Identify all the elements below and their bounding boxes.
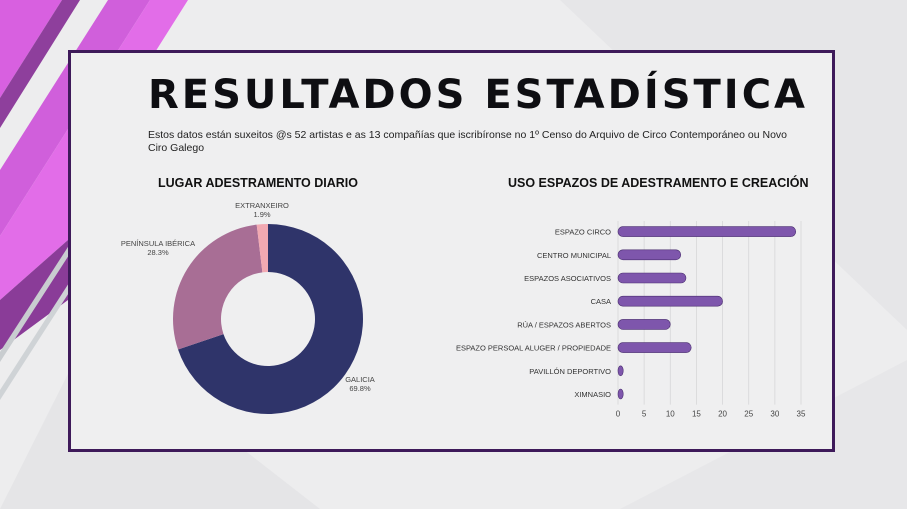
stripe-purple (0, 0, 80, 128)
x-tick-label: 5 (642, 410, 647, 419)
bar (617, 249, 682, 261)
category-label: ESPAZO PERSOAL ALUGER / PROPIEDADE (456, 344, 611, 353)
x-tick-label: 30 (770, 410, 779, 419)
content-frame (68, 50, 835, 452)
bar-chart: 0 5 10 15 20 25 30 35 ESPAZO CIRCO CENTRO MUNICIP… (456, 221, 806, 419)
bar (617, 365, 624, 377)
slice-value-label: 1.9% (253, 210, 270, 219)
category-label: ESPAZO CIRCO (555, 228, 611, 237)
bar (617, 342, 692, 353)
bar (617, 319, 671, 330)
donut-slice-galicia (178, 224, 363, 414)
slice-value-label: 28.3% (147, 248, 169, 257)
slice-value-label: 69.8% (349, 384, 371, 393)
page-title: RESULTADOS ESTADÍSTICA (148, 72, 809, 118)
bar-chart-title: USO ESPAZOS DE ADESTRAMENTO E CREACIÓN (508, 176, 809, 190)
category-label: PAVILLÓN DEPORTIVO (529, 367, 611, 376)
bar (617, 295, 723, 307)
x-tick-label: 15 (692, 410, 701, 419)
x-tick-label: 0 (616, 410, 621, 419)
stripe-purple (0, 240, 68, 350)
slice-label: PENÍNSULA IBÉRICA (121, 239, 195, 248)
category-label: CASA (591, 297, 611, 306)
slice-label: EXTRANXEIRO (235, 201, 289, 210)
stripe-pink-bright (0, 0, 188, 300)
bar (617, 272, 687, 284)
x-tick-label: 20 (718, 410, 727, 419)
bar (617, 388, 624, 400)
donut-chart-title: LUGAR ADESTRAMENTO DIARIO (158, 176, 358, 190)
x-tick-label: 10 (666, 410, 675, 419)
category-label: XIMNASIO (574, 390, 611, 399)
x-tick-label: 25 (744, 410, 753, 419)
category-label: CENTRO MUNICIPAL (537, 251, 611, 260)
category-label: RÚA / ESPAZOS ABERTOS (517, 320, 611, 329)
category-label: ESPAZOS ASOCIATIVOS (524, 274, 611, 283)
page-subtitle: Estos datos están suxeitos @s 52 artista… (148, 129, 788, 154)
donut-slice-extranxeiro (256, 224, 268, 273)
slice-label: GALICIA (345, 375, 375, 384)
x-tick-label: 35 (797, 410, 806, 419)
donut-slice-peninsula-iberica (173, 224, 263, 350)
bar (617, 226, 797, 237)
